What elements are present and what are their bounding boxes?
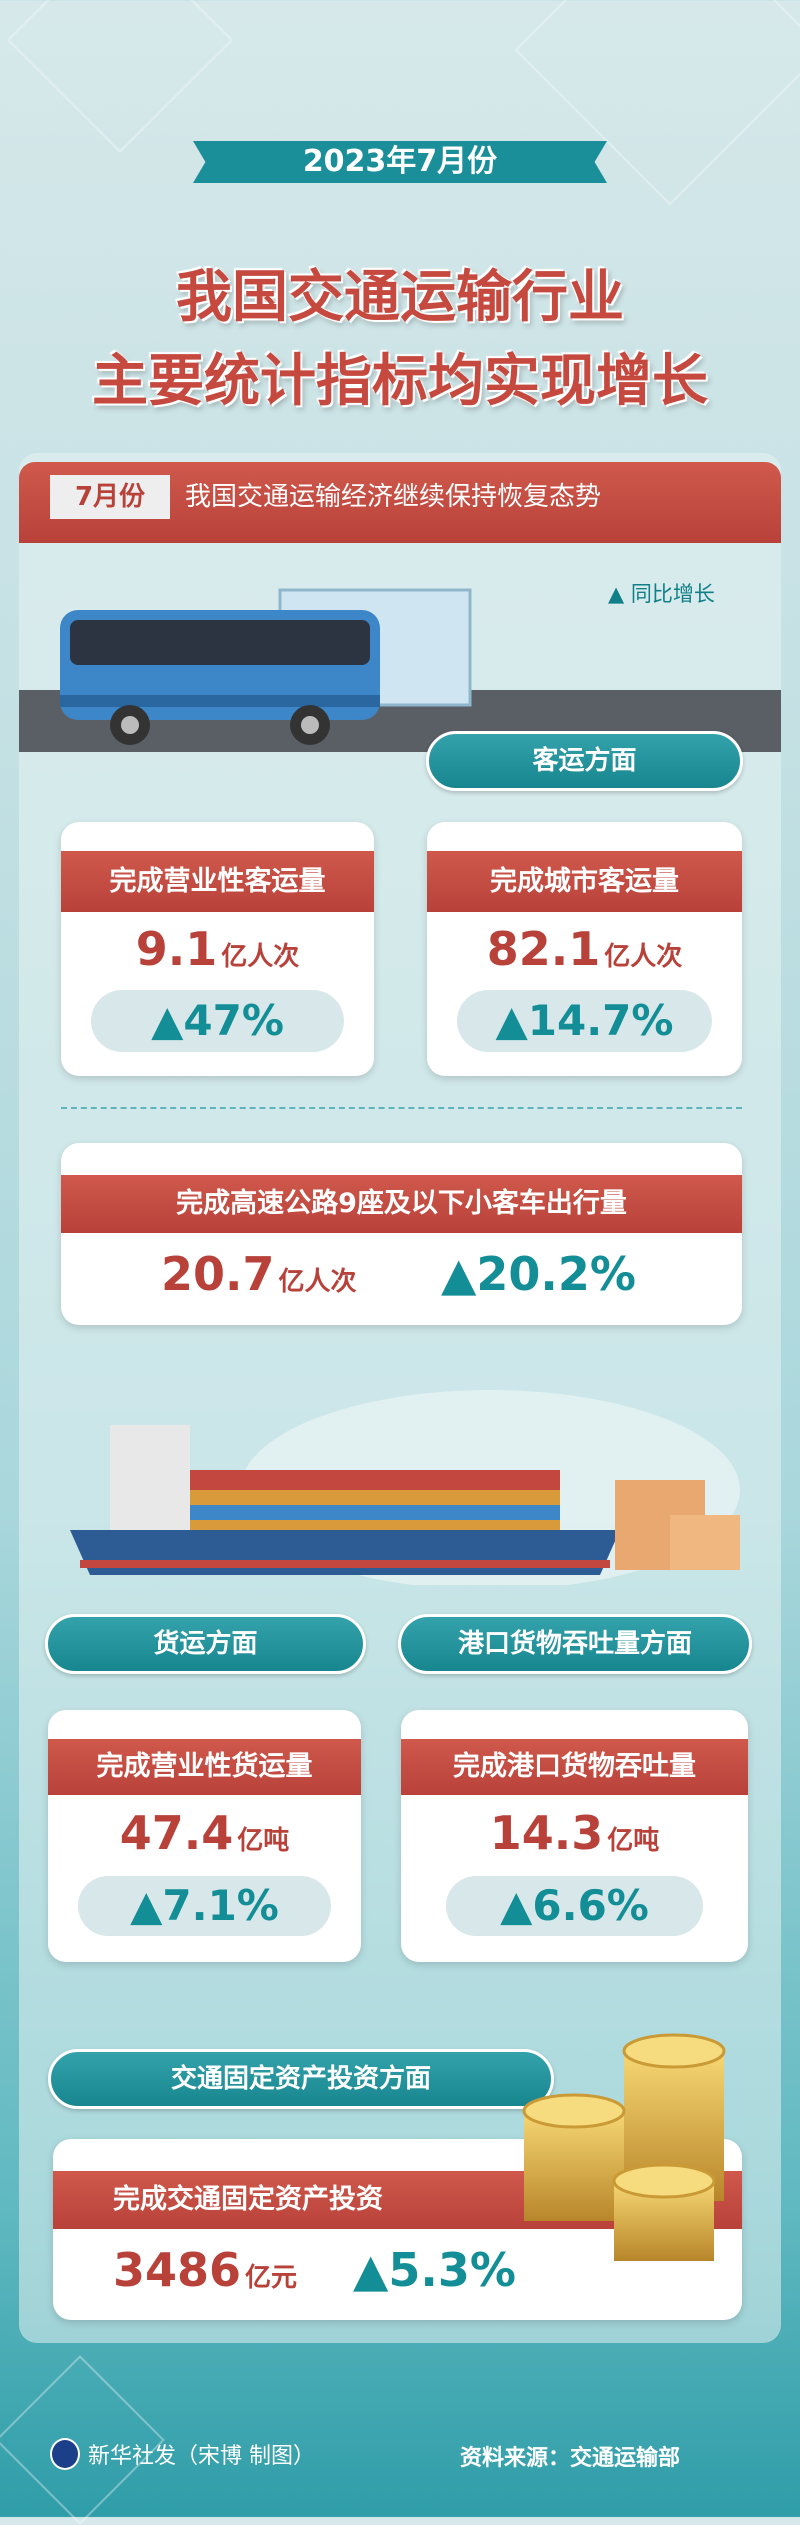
bus-illustration — [60, 588, 472, 745]
data-source: 资料来源：交通运输部 — [460, 2446, 681, 2471]
growth-badge: ▲14.7% — [457, 990, 712, 1052]
card-highway-small-vehicles: 完成高速公路9座及以下小客车出行量 20.7 亿人次 ▲20.2% — [61, 1143, 742, 1325]
card-commercial-passenger: 完成营业性客运量 9.1 亿人次 ▲47% — [61, 822, 374, 1076]
card-title: 完成港口货物吞吐量 — [401, 1739, 748, 1795]
date-banner: 2023年7月份 — [193, 141, 607, 183]
growth-value: ▲20.2% — [441, 1247, 636, 1301]
passenger-section-label: 客运方面 — [426, 731, 743, 791]
port-section-label: 港口货物吞吐量方面 — [398, 1614, 752, 1674]
card-value: 9.1 亿人次 — [135, 922, 300, 976]
credit: 新华社发（宋博 制图） — [50, 2438, 315, 2470]
growth-badge: ▲47% — [91, 990, 344, 1052]
main-title-line2: 主要统计指标均实现增长 — [92, 349, 708, 414]
gold-coins-illustration — [522, 2033, 726, 2261]
divider — [61, 1107, 742, 1109]
month-tag: 7月份 — [50, 475, 170, 519]
card-freight: 完成营业性货运量 47.4 亿吨 ▲7.1% — [48, 1710, 361, 1962]
card-value: 3486 亿元 — [113, 2243, 298, 2297]
card-value: 20.7 亿人次 — [161, 1247, 357, 1301]
growth-value: ▲5.3% — [353, 2243, 516, 2297]
card-port: 完成港口货物吞吐量 14.3 亿吨 ▲6.6% — [401, 1710, 748, 1962]
growth-legend: ▲ 同比增长 — [608, 582, 715, 606]
card-urban-passenger: 完成城市客运量 82.1 亿人次 ▲14.7% — [427, 822, 742, 1076]
investment-section-label: 交通固定资产投资方面 — [48, 2049, 554, 2109]
freight-section-label: 货运方面 — [45, 1614, 366, 1674]
card-title: 完成营业性货运量 — [48, 1739, 361, 1795]
xinhua-logo-icon — [50, 2438, 80, 2470]
section-subtitle: 我国交通运输经济继续保持恢复态势 — [185, 482, 602, 512]
card-title: 完成城市客运量 — [427, 851, 742, 912]
growth-badge: ▲7.1% — [78, 1876, 331, 1936]
card-value: 82.1 亿人次 — [486, 922, 683, 976]
card-value: 14.3 亿吨 — [489, 1806, 660, 1860]
card-value: 47.4 亿吨 — [119, 1806, 290, 1860]
cargo-ship-illustration — [70, 1390, 740, 1585]
growth-badge: ▲6.6% — [446, 1876, 703, 1936]
background-decoration — [6, 0, 234, 154]
card-title: 完成营业性客运量 — [61, 851, 374, 912]
main-title-line1: 我国交通运输行业 — [176, 265, 624, 330]
card-title: 完成高速公路9座及以下小客车出行量 — [61, 1175, 742, 1233]
